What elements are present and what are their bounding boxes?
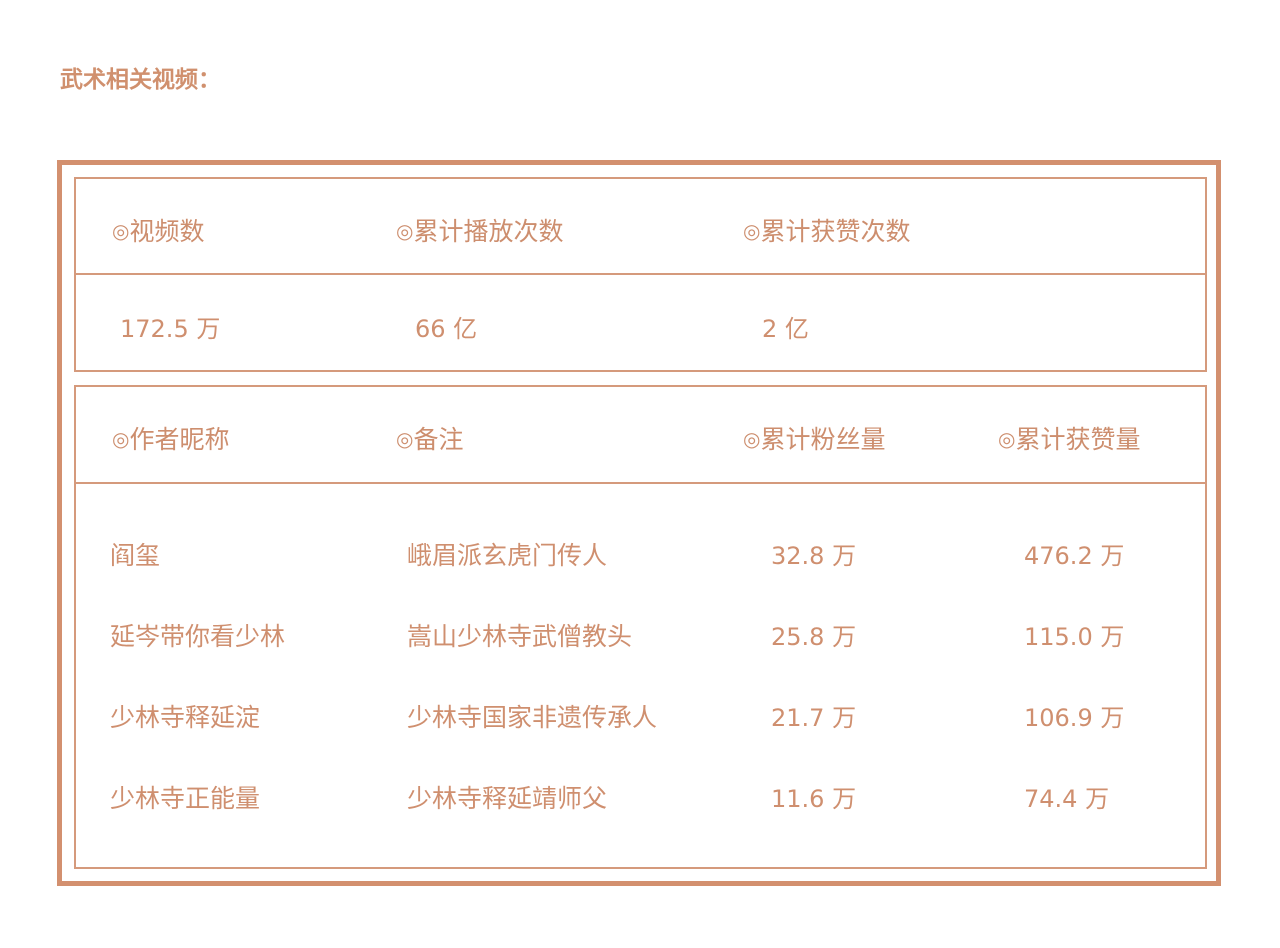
table-cell: 峨眉派玄虎门传人 [407, 541, 608, 570]
summary-value: 172.5 万 [120, 315, 221, 343]
table-cell: 11.6 万 [771, 785, 857, 813]
bullet-icon: ◎ [743, 219, 761, 243]
section-title: 武术相关视频： [60, 67, 221, 93]
bullet-icon: ◎ [743, 427, 761, 451]
authors-table: ◎作者昵称 ◎备注 ◎累计粉丝量 ◎累计获赞量 阎玺 峨眉派玄虎门传人 32.8 万 476… [74, 385, 1207, 869]
summary-header: ◎累计播放次数 [396, 212, 563, 248]
bullet-icon: ◎ [396, 427, 414, 451]
table-cell: 少林寺正能量 [110, 784, 261, 813]
header-label: 累计粉丝量 [760, 425, 886, 454]
authors-header: ◎作者昵称 [112, 420, 229, 456]
authors-header: ◎累计获赞量 [998, 420, 1140, 456]
header-label: 备注 [413, 425, 464, 454]
table-cell: 32.8 万 [771, 542, 857, 570]
bullet-icon: ◎ [112, 219, 130, 243]
bullet-icon: ◎ [998, 427, 1016, 451]
header-label: 累计获赞量 [1015, 425, 1141, 454]
table-cell: 106.9 万 [1024, 704, 1125, 732]
header-label: 视频数 [129, 217, 205, 246]
header-label: 作者昵称 [129, 425, 230, 454]
row-divider [76, 482, 1205, 484]
bullet-icon: ◎ [112, 427, 130, 451]
table-cell: 476.2 万 [1024, 542, 1125, 570]
table-cell: 少林寺释延淀 [110, 703, 261, 732]
table-cell: 115.0 万 [1024, 623, 1125, 651]
authors-header: ◎累计粉丝量 [743, 420, 885, 456]
table-cell: 阎玺 [110, 541, 161, 570]
summary-value: 2 亿 [762, 315, 809, 343]
table-cell: 25.8 万 [771, 623, 857, 651]
summary-header: ◎累计获赞次数 [743, 212, 910, 248]
table-cell: 延岑带你看少林 [110, 622, 286, 651]
authors-header: ◎备注 [396, 420, 463, 456]
table-cell: 74.4 万 [1024, 785, 1110, 813]
table-cell: 少林寺释延靖师父 [407, 784, 608, 813]
table-cell: 21.7 万 [771, 704, 857, 732]
header-label: 累计获赞次数 [760, 217, 911, 246]
outer-frame [57, 160, 1221, 886]
summary-header: ◎视频数 [112, 212, 204, 248]
row-divider [76, 273, 1205, 275]
summary-value: 66 亿 [415, 315, 478, 343]
header-label: 累计播放次数 [413, 217, 564, 246]
table-cell: 少林寺国家非遗传承人 [407, 703, 658, 732]
table-cell: 嵩山少林寺武僧教头 [407, 622, 633, 651]
bullet-icon: ◎ [396, 219, 414, 243]
